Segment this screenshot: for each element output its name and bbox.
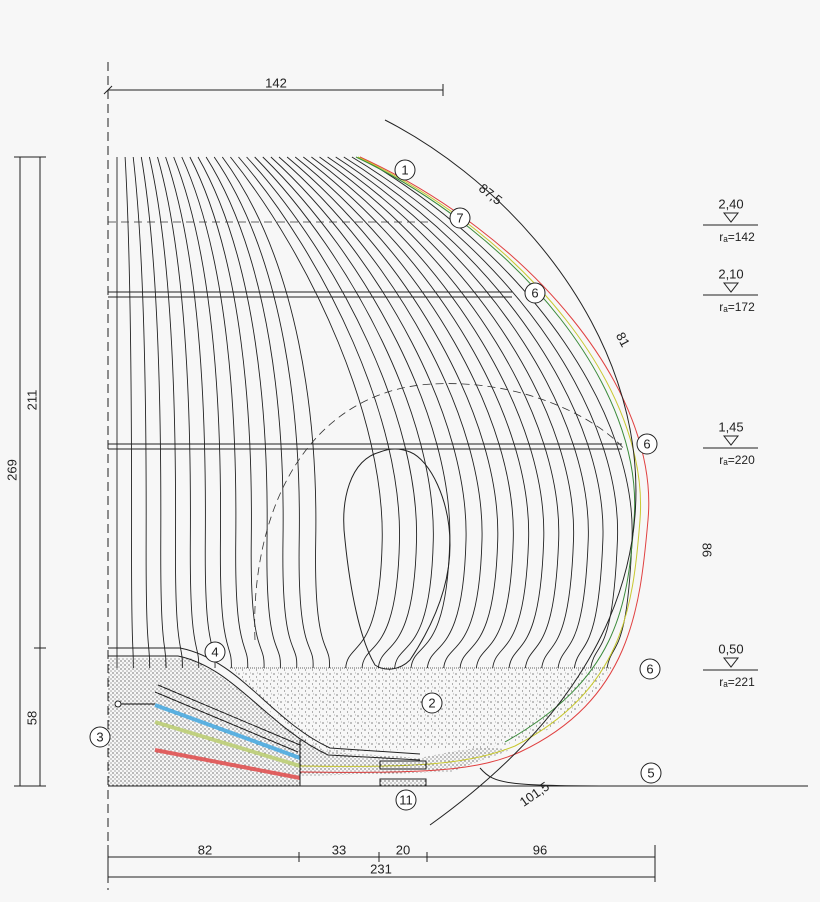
fill-area — [230, 668, 610, 752]
tube — [154, 720, 301, 768]
rib — [335, 156, 589, 669]
marker-circle — [421, 692, 443, 714]
level-symbol — [703, 212, 758, 226]
rib — [132, 156, 151, 669]
rib — [286, 156, 499, 669]
dense-fill — [108, 658, 510, 786]
marker-label: 6 — [643, 436, 650, 451]
rib — [205, 156, 298, 669]
marker-circle — [449, 207, 471, 229]
rib — [343, 156, 604, 669]
marker-circle — [524, 282, 546, 304]
rib — [173, 156, 232, 669]
rib — [262, 156, 451, 669]
dimension: 96 — [533, 842, 547, 857]
rib — [238, 156, 400, 669]
marker-label: 5 — [647, 765, 654, 780]
rib — [213, 156, 314, 669]
drain — [479, 767, 641, 787]
marker-circle — [636, 433, 658, 455]
marker-label: 2 — [428, 695, 435, 710]
rib — [278, 156, 483, 669]
level-radius: rₐ=221 — [719, 675, 755, 689]
level-elevation: 2,10 — [718, 266, 743, 281]
levels: 2,40 rₐ=142 2,10 rₐ=172 1,45 rₐ=220 0,50 rₐ=221 — [703, 196, 758, 689]
plate — [379, 778, 427, 787]
marker-label: 4 — [211, 644, 218, 659]
layer — [355, 156, 636, 743]
level-elevation: 2,40 — [718, 196, 743, 211]
level-symbol — [703, 657, 758, 671]
marker-label: 11 — [399, 792, 413, 807]
rib — [311, 156, 545, 669]
rib — [327, 156, 574, 669]
level-radius: rₐ=172 — [719, 300, 755, 314]
marker-label: 6 — [646, 661, 653, 676]
outer-layer — [299, 156, 650, 773]
rib — [197, 156, 281, 669]
tube — [154, 748, 301, 780]
rib — [319, 156, 560, 669]
level-elevation: 0,50 — [718, 641, 743, 656]
dimension: 101,5 — [517, 779, 552, 810]
marker-label: 3 — [96, 729, 103, 744]
plate — [379, 760, 427, 770]
dimension: 142 — [265, 75, 287, 90]
level-elevation: 1,45 — [718, 419, 743, 434]
rib — [189, 156, 265, 669]
rib — [270, 156, 467, 669]
marker-circle — [639, 658, 661, 680]
tie-bars — [108, 291, 622, 450]
dimension: 20 — [396, 842, 410, 857]
dimension: 81 — [613, 330, 633, 350]
rib — [230, 156, 383, 669]
dimension: 211 — [24, 390, 39, 411]
dimension: 33 — [332, 842, 346, 857]
marker-label: 6 — [531, 285, 538, 300]
rib — [246, 156, 417, 669]
marker-circle — [89, 726, 111, 748]
dimension-lines — [14, 84, 656, 882]
rib — [221, 156, 330, 669]
marker-circle — [640, 762, 662, 784]
dimension: 58 — [24, 711, 39, 725]
dimension: 269 — [4, 459, 19, 481]
ribs — [116, 156, 633, 669]
dimension: 82 — [198, 842, 212, 857]
marker-circle — [204, 641, 226, 663]
marker-label: 7 — [456, 210, 463, 225]
opening — [343, 448, 451, 670]
marker-circle — [395, 789, 417, 811]
rib — [124, 156, 134, 669]
pipe — [108, 647, 421, 761]
rib — [294, 156, 514, 669]
level-radius: rₐ=142 — [719, 230, 755, 244]
level-radius: rₐ=220 — [719, 453, 755, 467]
marker-circle — [394, 159, 416, 181]
rib — [254, 156, 434, 669]
node — [114, 700, 122, 708]
tube — [154, 684, 301, 753]
rib — [181, 156, 249, 669]
level-symbol — [703, 282, 758, 296]
dashed-arc — [254, 383, 626, 641]
rib — [148, 156, 183, 669]
rib — [351, 156, 618, 669]
dimension: 86 — [700, 543, 715, 557]
tube — [154, 703, 301, 760]
level-symbol — [703, 435, 758, 449]
marker-label: 1 — [401, 162, 408, 177]
markers: 1 7 6 6 6 4 2 3 5 11 — [89, 159, 662, 811]
dimension: 231 — [370, 861, 392, 876]
rib — [140, 156, 167, 669]
rib — [359, 156, 633, 669]
rib — [157, 156, 200, 669]
rib — [303, 156, 530, 669]
